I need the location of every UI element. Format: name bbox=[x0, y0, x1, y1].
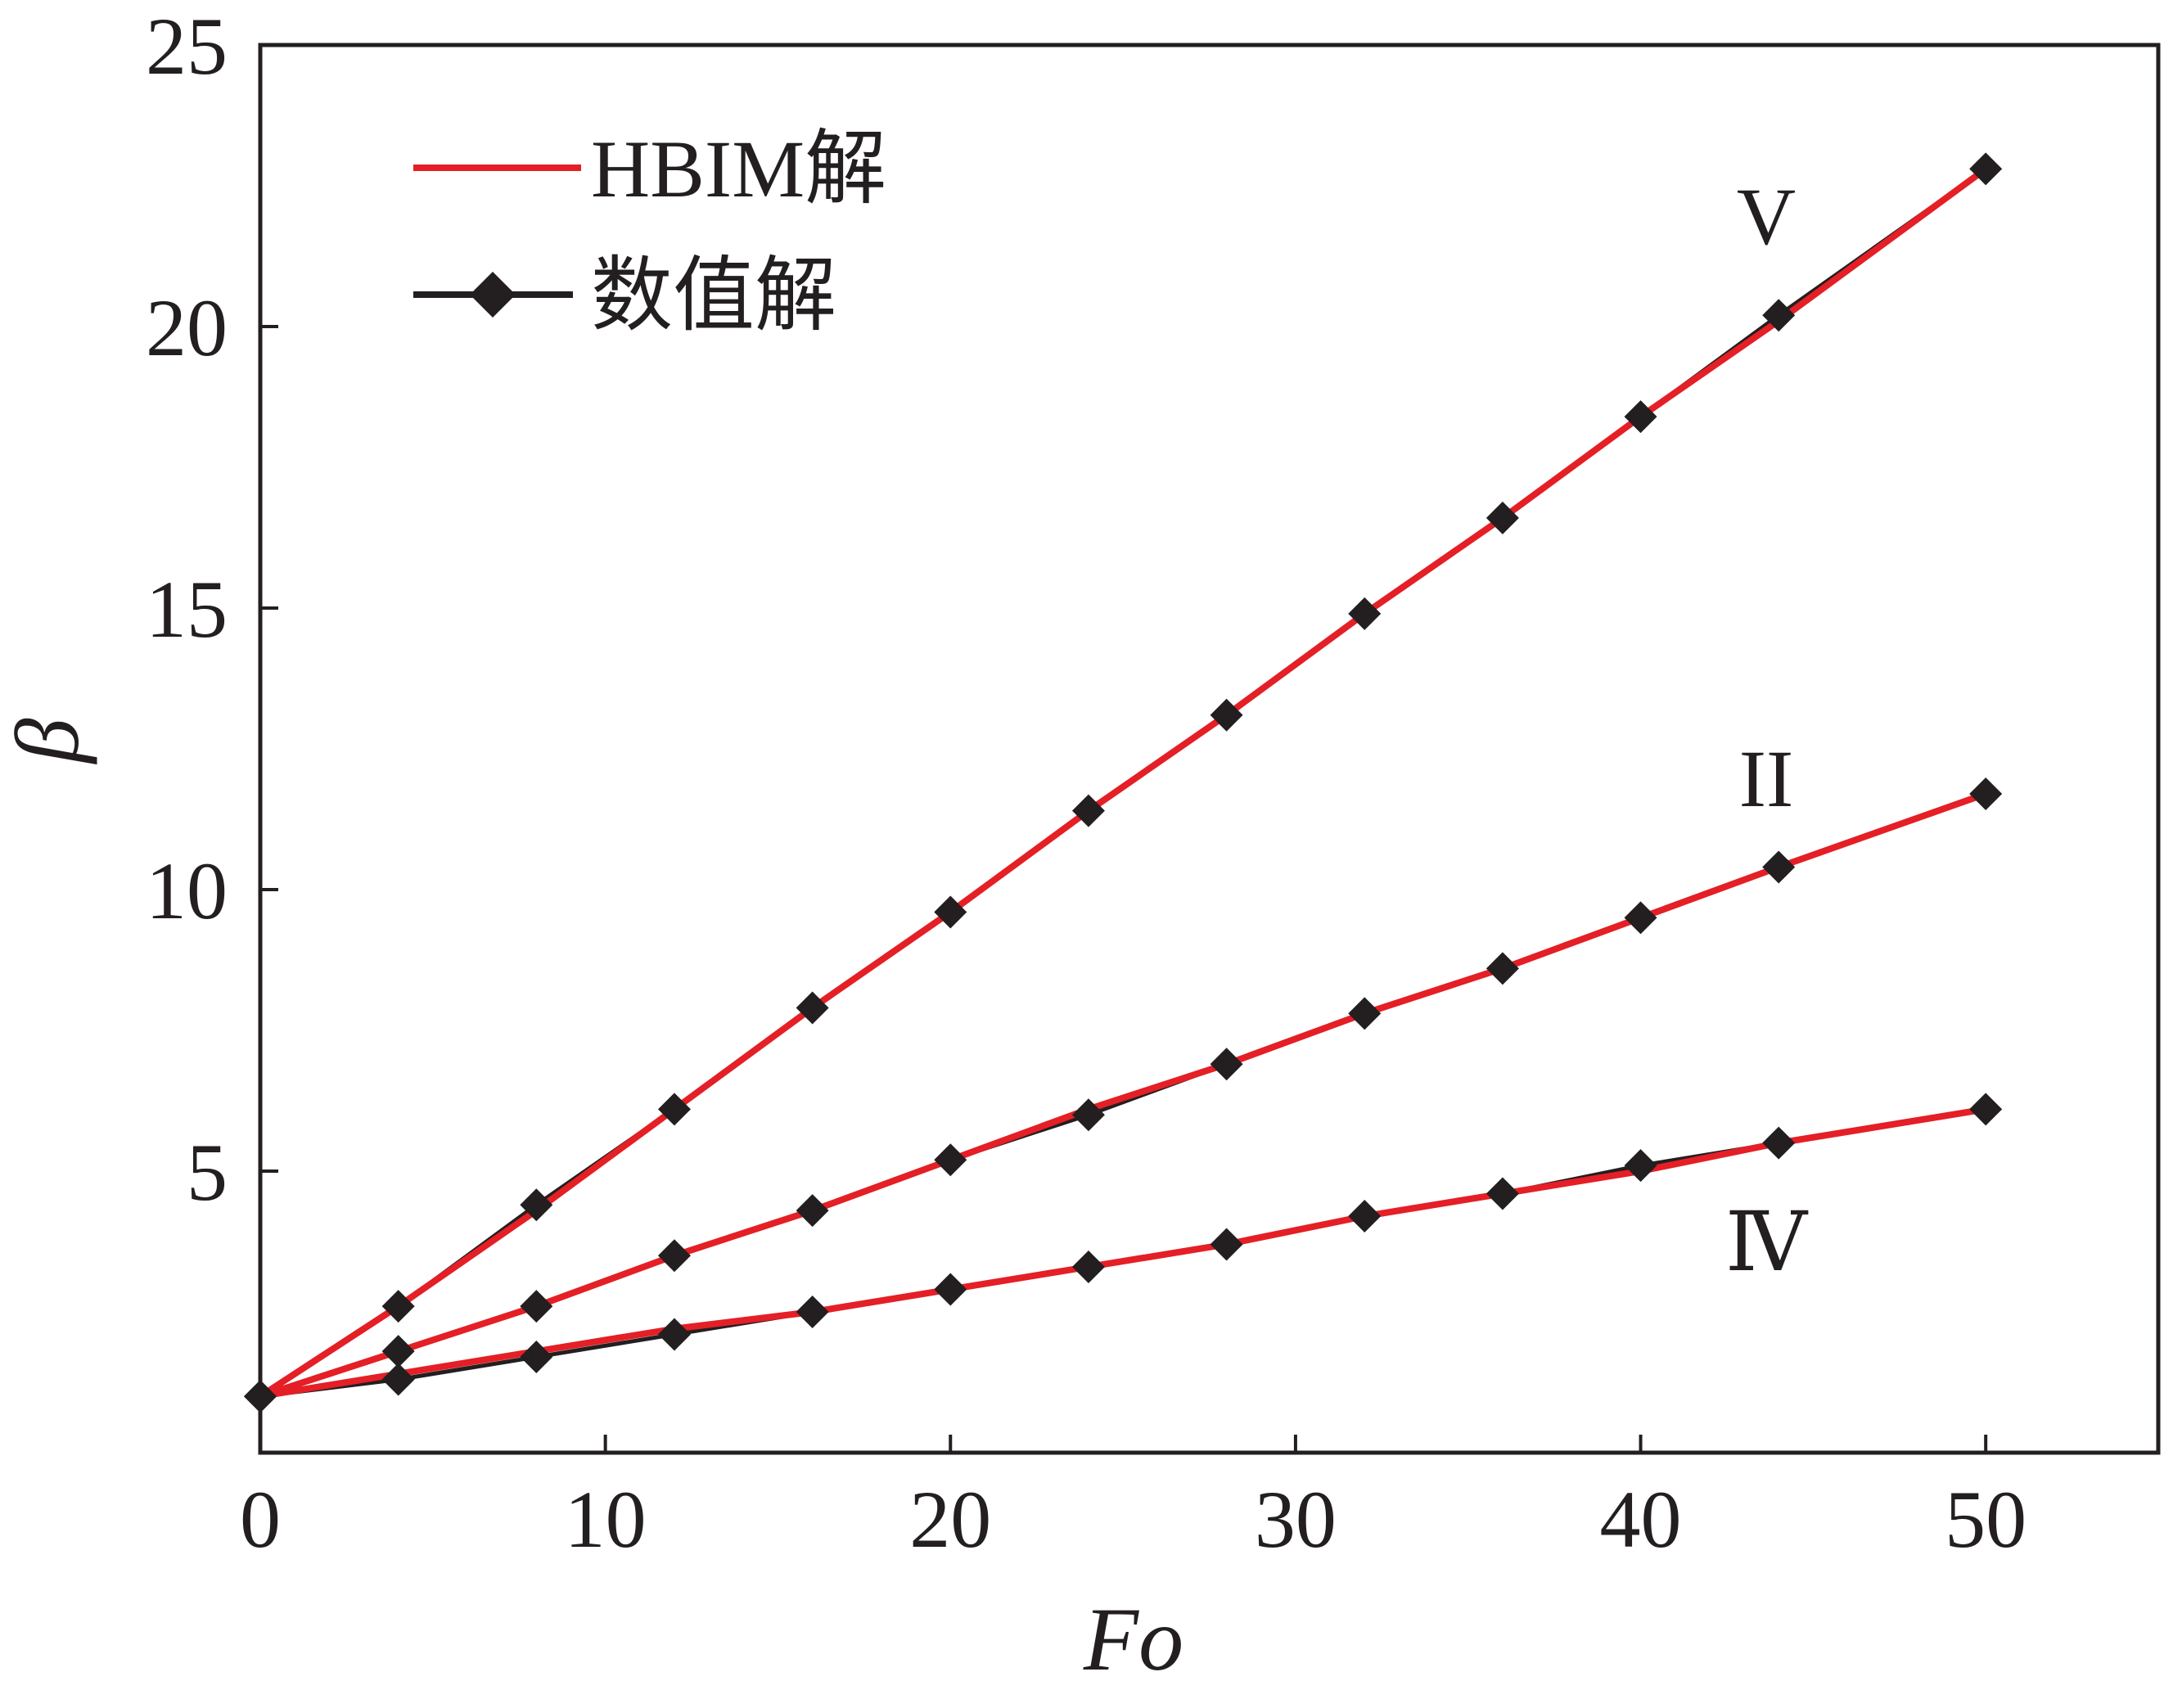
y-tick-label: 5 bbox=[187, 1127, 228, 1218]
numerical-point bbox=[657, 1318, 691, 1351]
numerical-point bbox=[1071, 1098, 1105, 1132]
numerical-point bbox=[1071, 794, 1105, 827]
x-tick-label: 10 bbox=[565, 1474, 647, 1565]
numerical-point bbox=[244, 1380, 277, 1413]
curve-labels: V II Ⅳ bbox=[1725, 171, 1809, 1288]
series-group bbox=[244, 152, 2003, 1413]
numerical-point bbox=[1485, 1177, 1519, 1210]
y-axis-title: β bbox=[0, 718, 97, 764]
numerical-point bbox=[520, 1290, 553, 1323]
numerical-point bbox=[1348, 1200, 1382, 1233]
x-tick-label: 40 bbox=[1600, 1474, 1682, 1565]
numerical-point bbox=[934, 1273, 967, 1306]
numerical-point bbox=[657, 1093, 691, 1126]
numerical-point bbox=[381, 1363, 415, 1396]
numerical-point bbox=[1762, 1126, 1796, 1160]
numerical-point bbox=[381, 1290, 415, 1323]
numerical-point bbox=[1210, 1048, 1243, 1081]
numerical-point bbox=[1624, 400, 1657, 434]
axis-ticks bbox=[260, 43, 1988, 1453]
numerical-point bbox=[1624, 901, 1657, 935]
y-tick-label: 10 bbox=[146, 845, 228, 936]
numerical-point bbox=[796, 991, 829, 1025]
legend: HBIM解 数值解 bbox=[413, 124, 886, 341]
y-tick-label: 25 bbox=[146, 1, 228, 92]
numerical-point bbox=[381, 1335, 415, 1368]
y-tick-label: 20 bbox=[146, 282, 228, 373]
numerical-point bbox=[520, 1188, 553, 1222]
numerical-point bbox=[934, 895, 967, 929]
numerical-point bbox=[1348, 597, 1382, 630]
legend-marker-numerical bbox=[470, 272, 516, 318]
y-tick-label: 15 bbox=[146, 564, 228, 655]
hbim-line-II bbox=[259, 791, 1987, 1400]
x-tick-label: 30 bbox=[1255, 1474, 1337, 1565]
numerical-point bbox=[1485, 952, 1519, 985]
axis-tick-labels: 0 10 20 30 40 50 5 10 15 20 25 bbox=[146, 1, 2026, 1565]
numerical-point bbox=[934, 1143, 967, 1177]
x-tick-label: 50 bbox=[1945, 1474, 2026, 1565]
curve-label-2: II bbox=[1739, 733, 1794, 824]
numerical-point bbox=[1624, 1149, 1657, 1183]
numerical-point bbox=[1762, 850, 1796, 884]
curve-label-1: V bbox=[1737, 171, 1796, 262]
curve-label-3: Ⅳ bbox=[1725, 1197, 1809, 1288]
legend-label-hbim: HBIM解 bbox=[591, 124, 886, 214]
numerical-point bbox=[1969, 152, 2003, 186]
plot-frame bbox=[258, 43, 2161, 1455]
x-tick-label: 0 bbox=[240, 1474, 281, 1565]
numerical-point bbox=[1348, 997, 1382, 1030]
numerical-point bbox=[1071, 1250, 1105, 1283]
numerical-point bbox=[1210, 698, 1243, 732]
numerical-point bbox=[1485, 501, 1519, 534]
x-tick-label: 20 bbox=[909, 1474, 991, 1565]
numerical-point bbox=[520, 1341, 553, 1374]
numerical-point bbox=[1210, 1228, 1243, 1261]
numerical-point bbox=[1969, 777, 2003, 811]
numerical-point bbox=[796, 1296, 829, 1328]
numerical-point bbox=[1969, 1093, 2003, 1126]
numerical-point bbox=[796, 1194, 829, 1228]
x-axis-title: Fo bbox=[1083, 1589, 1183, 1689]
numerical-point bbox=[1762, 299, 1796, 332]
legend-label-numerical: 数值解 bbox=[591, 250, 836, 341]
numerical-point bbox=[657, 1239, 691, 1273]
